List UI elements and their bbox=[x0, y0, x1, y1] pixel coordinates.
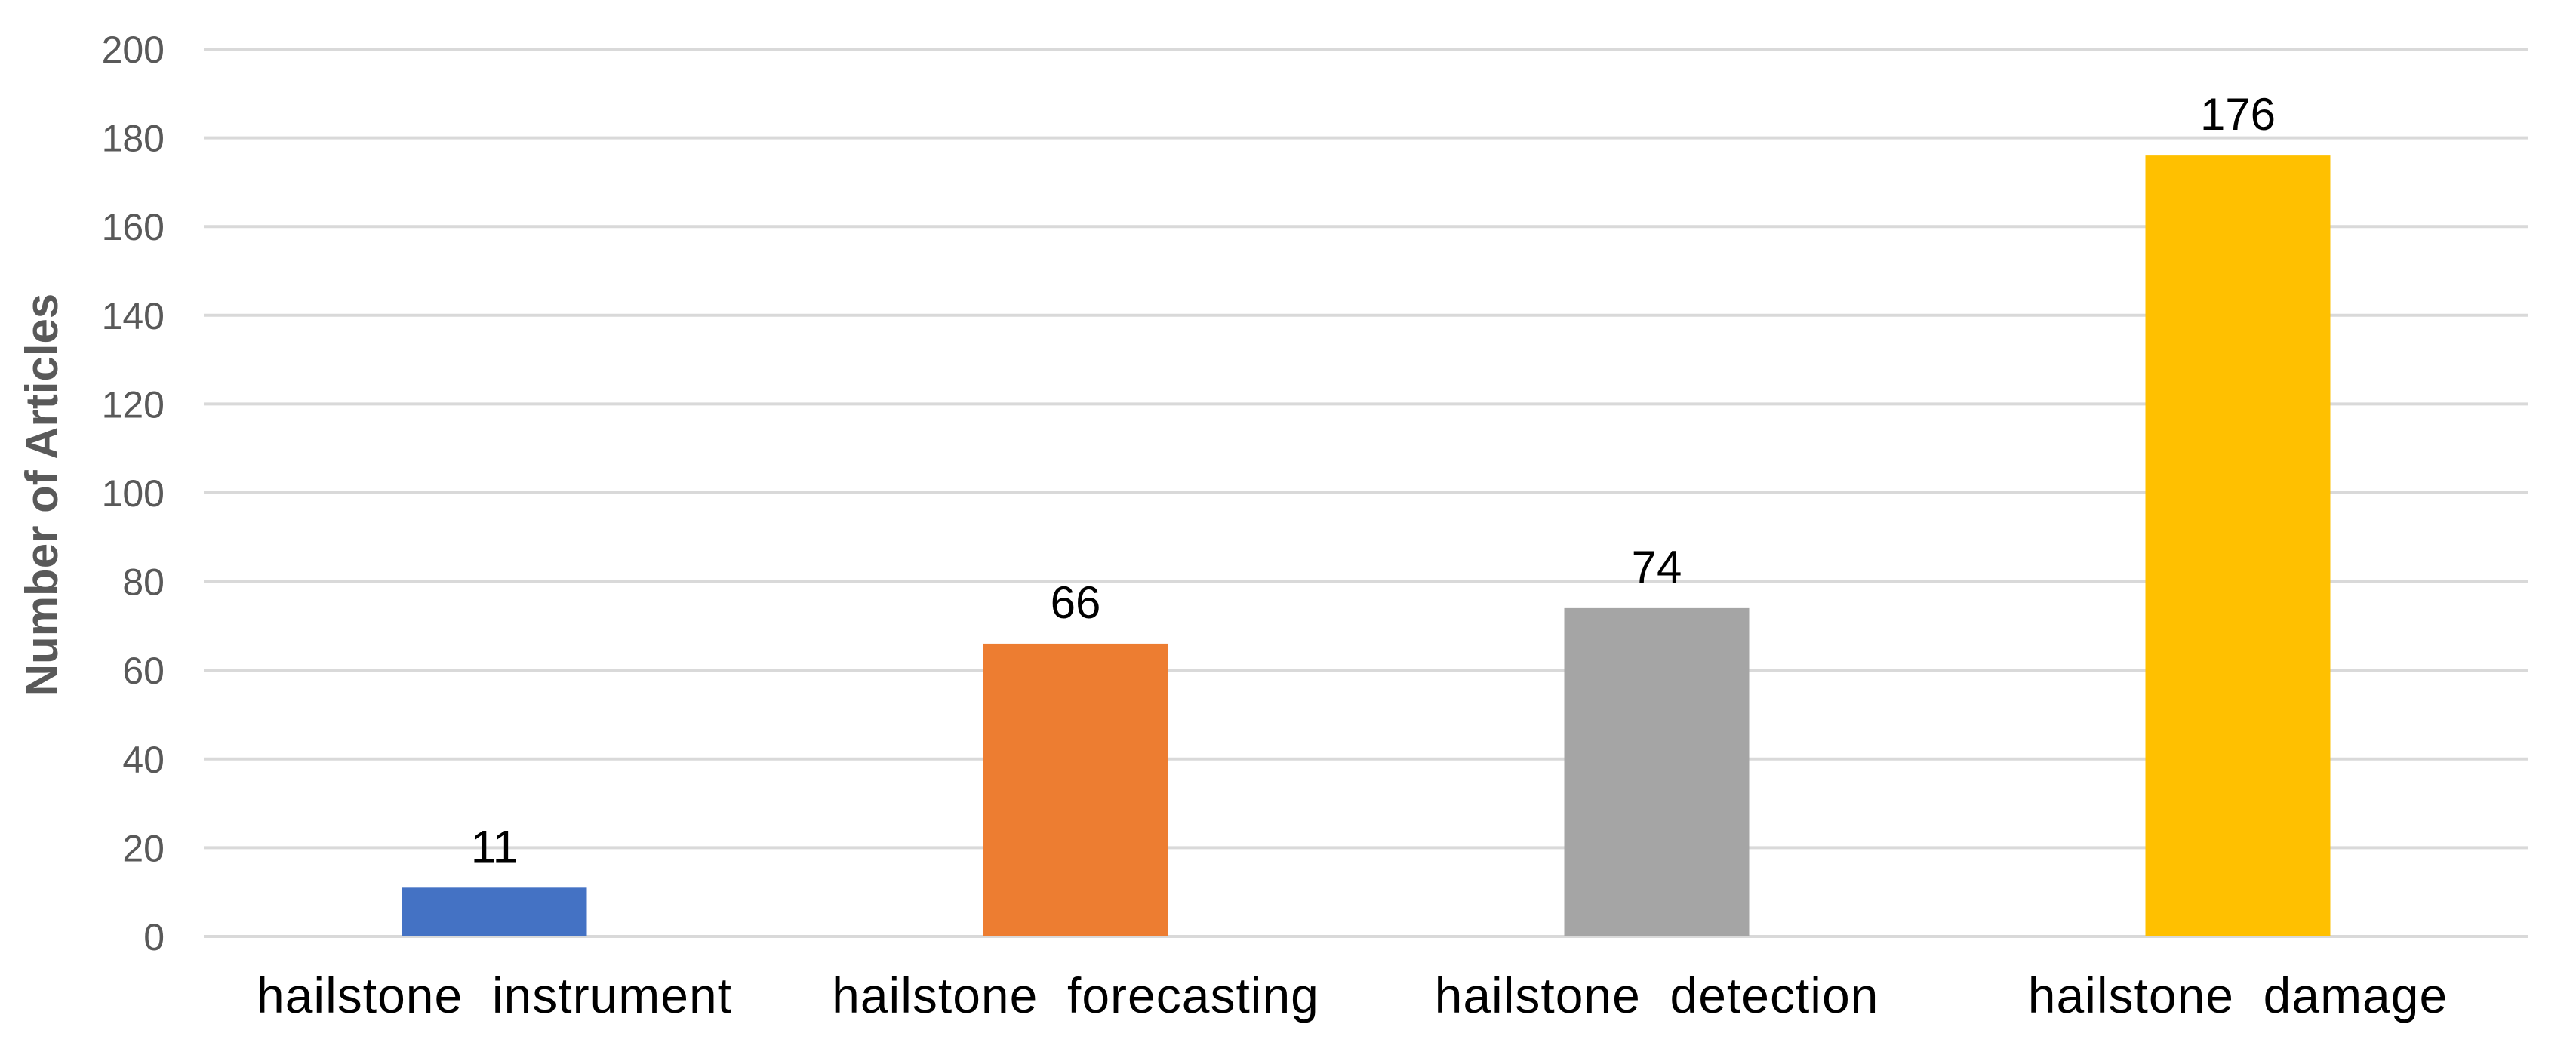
y-tick-label: 120 bbox=[102, 383, 165, 426]
x-category-label: hailstone forecasting bbox=[832, 967, 1319, 1023]
y-tick-label: 100 bbox=[102, 472, 165, 515]
bar-1 bbox=[402, 887, 587, 936]
y-tick-label: 60 bbox=[122, 650, 165, 692]
y-tick-label: 140 bbox=[102, 295, 165, 337]
y-tick-label: 20 bbox=[122, 827, 165, 869]
y-tick-label: 200 bbox=[102, 29, 165, 71]
data-label: 74 bbox=[1632, 542, 1682, 592]
bar-3 bbox=[1564, 607, 1750, 936]
y-tick-label: 160 bbox=[102, 206, 165, 248]
y-tick-label: 40 bbox=[122, 739, 165, 781]
x-category-label: hailstone instrument bbox=[257, 967, 732, 1023]
x-category-label: hailstone detection bbox=[1435, 967, 1879, 1023]
y-axis-ticks: 0 20 40 60 80 100 120 140 160 180 200 bbox=[102, 29, 165, 958]
y-tick-label: 0 bbox=[143, 916, 165, 958]
x-axis-categories: hailstone instrument hailstone forecastin… bbox=[257, 967, 2448, 1023]
data-label: 176 bbox=[2200, 89, 2276, 140]
y-tick-label: 80 bbox=[122, 561, 165, 604]
y-axis-title: Number of Articles bbox=[17, 294, 67, 697]
data-label: 66 bbox=[1051, 577, 1101, 628]
data-labels: 11 66 74 176 bbox=[471, 89, 2276, 872]
data-label: 11 bbox=[471, 821, 518, 872]
x-category-label: hailstone damage bbox=[2028, 967, 2448, 1023]
bar-2 bbox=[983, 643, 1168, 936]
bars bbox=[402, 155, 2331, 936]
gridlines bbox=[204, 48, 2528, 938]
y-tick-label: 180 bbox=[102, 118, 165, 160]
bar-4 bbox=[2145, 155, 2331, 936]
